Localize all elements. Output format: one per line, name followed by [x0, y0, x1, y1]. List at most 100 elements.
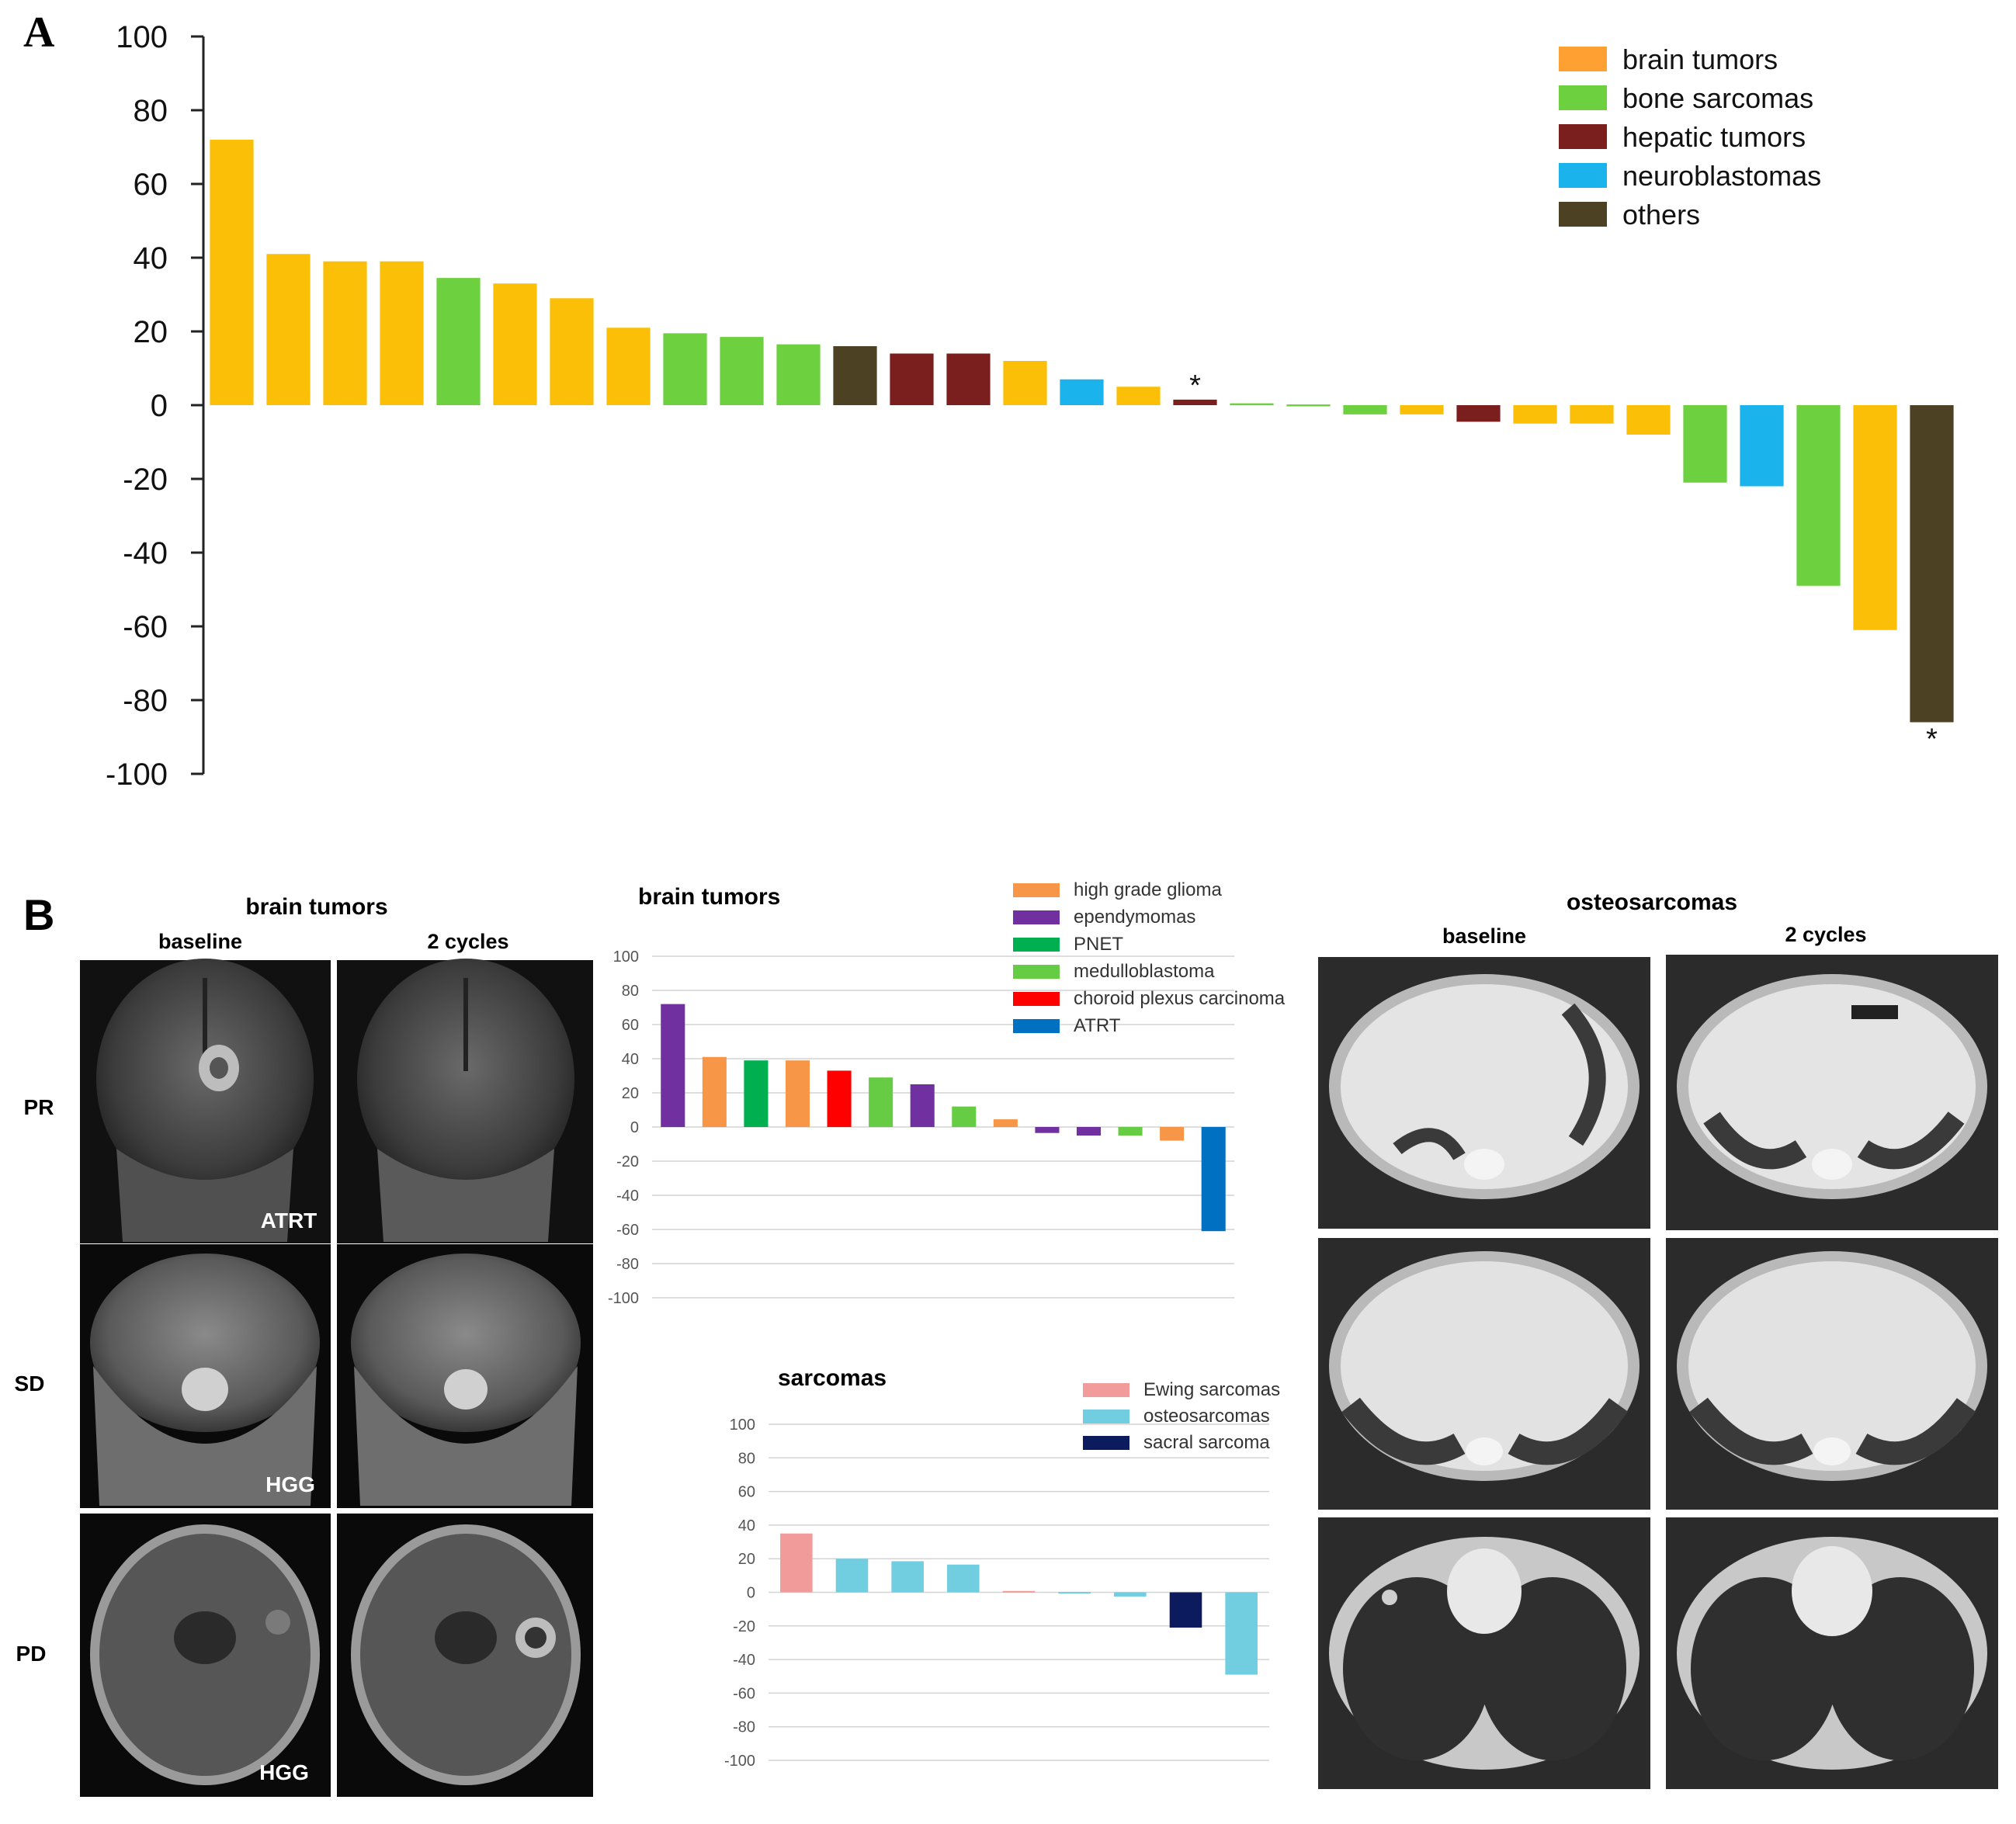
- bar: [1058, 1592, 1091, 1594]
- legend-label: ATRT: [1074, 1015, 1121, 1036]
- bar: [550, 298, 594, 405]
- legend-swatch: [1013, 883, 1060, 897]
- y-tick-label: 40: [738, 1517, 755, 1534]
- bar: [323, 261, 367, 405]
- y-tick-label: 0: [151, 389, 168, 423]
- mri-sd-2cycles: [337, 1244, 593, 1508]
- bar: [1910, 405, 1954, 723]
- bar: [910, 1084, 935, 1127]
- sarcoma-chart-title: sarcomas: [778, 1365, 887, 1391]
- row-label-pr: PR: [24, 1095, 54, 1119]
- legend-label: sacral sarcoma: [1143, 1432, 1270, 1453]
- legend-swatch: [1013, 938, 1060, 952]
- bar: [720, 337, 764, 405]
- bar: [606, 328, 651, 405]
- ct-row1-2cycles: [1666, 955, 1998, 1230]
- sarcomas-legend: Ewing sarcomas osteosarcomas sacral sarcom…: [1083, 1379, 1280, 1453]
- legend-swatch: [1083, 1410, 1129, 1423]
- legend-label: Ewing sarcomas: [1143, 1379, 1280, 1400]
- bar: [1853, 405, 1897, 630]
- y-tick-label: -80: [616, 1256, 639, 1273]
- row-label-pd: PD: [16, 1642, 47, 1666]
- panel-a-waterfall-chart: 100 80 60 40 20 0 -20 -40 -60 -80 -100 * *: [106, 20, 1954, 792]
- panel-a-label: A: [23, 9, 55, 57]
- y-tick-label: -20: [733, 1618, 755, 1635]
- y-tick-label: -80: [123, 684, 168, 718]
- bar: [661, 1004, 685, 1127]
- y-tick-label: 20: [622, 1085, 639, 1102]
- y-tick-label: 60: [134, 168, 168, 202]
- legend-swatch: [1013, 910, 1060, 924]
- y-tick-label: 0: [747, 1585, 755, 1602]
- bar: [776, 344, 821, 405]
- bar: [833, 346, 877, 405]
- bar: [1035, 1127, 1060, 1133]
- ct-row1-baseline: [1318, 957, 1650, 1229]
- legend-swatch: [1559, 202, 1607, 227]
- y-tick-label: 80: [134, 94, 168, 128]
- y-tick-label: 80: [622, 983, 639, 1000]
- legend-swatch: [1083, 1383, 1129, 1397]
- panel-a-legend: brain tumors bone sarcomas hepatic tumors n…: [1559, 43, 1821, 231]
- y-tick-label: -80: [733, 1719, 755, 1736]
- ct-row3-baseline: [1318, 1517, 1650, 1789]
- y-tick-label: 60: [622, 1017, 639, 1034]
- legend-swatch: [1013, 1019, 1060, 1033]
- bar: [1626, 405, 1671, 435]
- legend-label: osteosarcomas: [1143, 1406, 1270, 1427]
- y-tick-label: 20: [134, 315, 168, 349]
- bar: [993, 1119, 1018, 1127]
- bar: [1286, 404, 1331, 407]
- bar: [436, 278, 481, 405]
- y-tick-label: -60: [123, 610, 168, 644]
- y-tick-label: 0: [630, 1119, 639, 1136]
- y-tick-label: -100: [106, 758, 168, 792]
- y-tick-label: -100: [724, 1753, 755, 1770]
- y-tick-label: -60: [616, 1222, 639, 1239]
- legend-swatch: [1559, 124, 1607, 149]
- y-tick-label: 80: [738, 1450, 755, 1467]
- bar: [1173, 399, 1217, 405]
- bar: [493, 283, 537, 405]
- mri-pr-2cycles: [337, 959, 593, 1243]
- bar-annotation: *: [1189, 369, 1201, 402]
- bar: [1201, 1127, 1226, 1232]
- bar: [946, 353, 991, 405]
- bar: [952, 1106, 977, 1127]
- y-tick-label: -100: [608, 1290, 639, 1307]
- brain-images-title: brain tumors: [245, 894, 387, 920]
- brain-chart-title: brain tumors: [638, 884, 780, 910]
- legend-label: hepatic tumors: [1622, 121, 1806, 153]
- brain-tumors-chart: 100 80 60 40 20 0 -20 -40 -60 -80 -100: [608, 948, 1234, 1307]
- y-tick-label: -20: [123, 463, 168, 497]
- bar: [1003, 361, 1047, 405]
- bar: [827, 1070, 852, 1127]
- bar: [1343, 405, 1387, 414]
- bar: [1456, 405, 1501, 422]
- legend-label: medulloblastoma: [1074, 961, 1215, 982]
- y-tick-label: 60: [738, 1484, 755, 1501]
- legend-label: high grade glioma: [1074, 879, 1222, 900]
- legend-swatch: [1559, 47, 1607, 71]
- panel-b-label: B: [23, 890, 54, 939]
- y-tick-label: -40: [733, 1652, 755, 1669]
- bar: [744, 1060, 769, 1127]
- legend-label: ependymomas: [1074, 907, 1195, 928]
- bar: [890, 353, 934, 405]
- mri-tag-hgg-pd: HGG: [259, 1760, 309, 1784]
- bar: [835, 1559, 869, 1593]
- bar-annotation: *: [1926, 723, 1938, 756]
- bar: [1118, 1127, 1143, 1136]
- legend-swatch: [1013, 965, 1060, 979]
- bar: [1740, 405, 1784, 487]
- y-tick-label: 40: [622, 1051, 639, 1068]
- mri-tag-hgg-sd: HGG: [265, 1472, 315, 1496]
- bar: [1230, 403, 1274, 406]
- ct-row2-2cycles: [1666, 1238, 1998, 1510]
- bar: [1683, 405, 1727, 483]
- y-tick-label: 100: [730, 1417, 755, 1434]
- bar: [266, 254, 311, 405]
- brain-col-cycles: 2 cycles: [427, 930, 508, 953]
- legend-swatch: [1083, 1436, 1129, 1450]
